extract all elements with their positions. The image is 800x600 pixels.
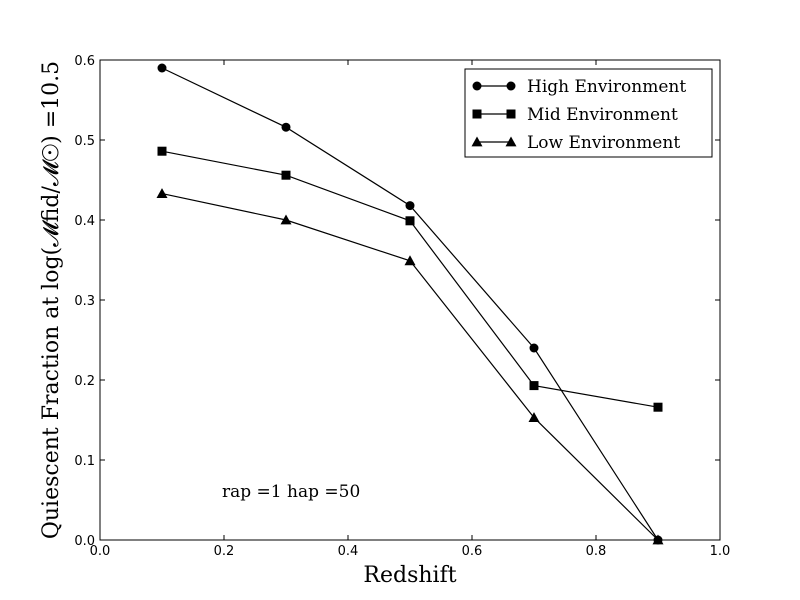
x-tick-label: 0.0 [90,544,111,559]
data-point-triangle [652,534,664,545]
legend-marker-square [472,109,482,119]
chart-marks [156,63,664,545]
series-line-square [161,150,659,408]
data-point-circle [281,122,291,132]
legend-marker-triangle [505,136,517,147]
y-tick-label: 0.6 [74,54,95,69]
legend-marker-square [506,109,516,119]
y-tick-label: 0.3 [74,294,95,309]
data-point-triangle [156,188,168,198]
y-axis-label: Quiescent Fraction at log(𝓜fid/𝓜☉) =10.5 [39,61,64,539]
x-axis-label: Redshift [363,563,456,588]
data-point-circle [157,63,167,73]
chart-annotation: rap =1 hap =50 [222,482,360,502]
data-point-square [157,146,167,156]
legend-label: Mid Environment [527,105,678,125]
data-point-triangle [528,412,540,422]
legend-marker-circle [506,81,516,91]
data-point-triangle [280,214,292,225]
y-tick-label: 0.2 [74,374,95,389]
legend-marker-circle [472,81,482,91]
y-tick-label: 0.1 [74,454,95,469]
data-point-circle [405,201,415,211]
data-point-triangle [404,255,416,266]
x-tick-label: 0.8 [586,544,607,559]
y-axis: 0.0 0.1 0.2 0.3 0.4 0.5 0.6 [74,54,720,549]
data-point-square [281,170,291,180]
legend-label: Low Environment [527,133,680,153]
x-tick-label: 0.2 [214,544,235,559]
x-tick-label: 0.4 [338,544,359,559]
data-point-square [405,216,415,226]
legend: High Environment Mid Environment Low Envir… [464,68,713,158]
y-tick-label: 0.4 [74,214,95,229]
data-point-square [653,402,663,412]
y-tick-label: 0.0 [74,534,95,549]
x-tick-label: 1.0 [710,544,731,559]
legend-marker-triangle [471,136,483,147]
data-point-circle [529,343,539,353]
legend-label: High Environment [527,77,686,97]
x-axis: 0.0 0.2 0.4 0.6 0.8 1.0 [90,60,731,559]
y-tick-label: 0.5 [74,134,95,149]
x-tick-label: 0.6 [462,544,483,559]
data-point-square [529,381,539,391]
